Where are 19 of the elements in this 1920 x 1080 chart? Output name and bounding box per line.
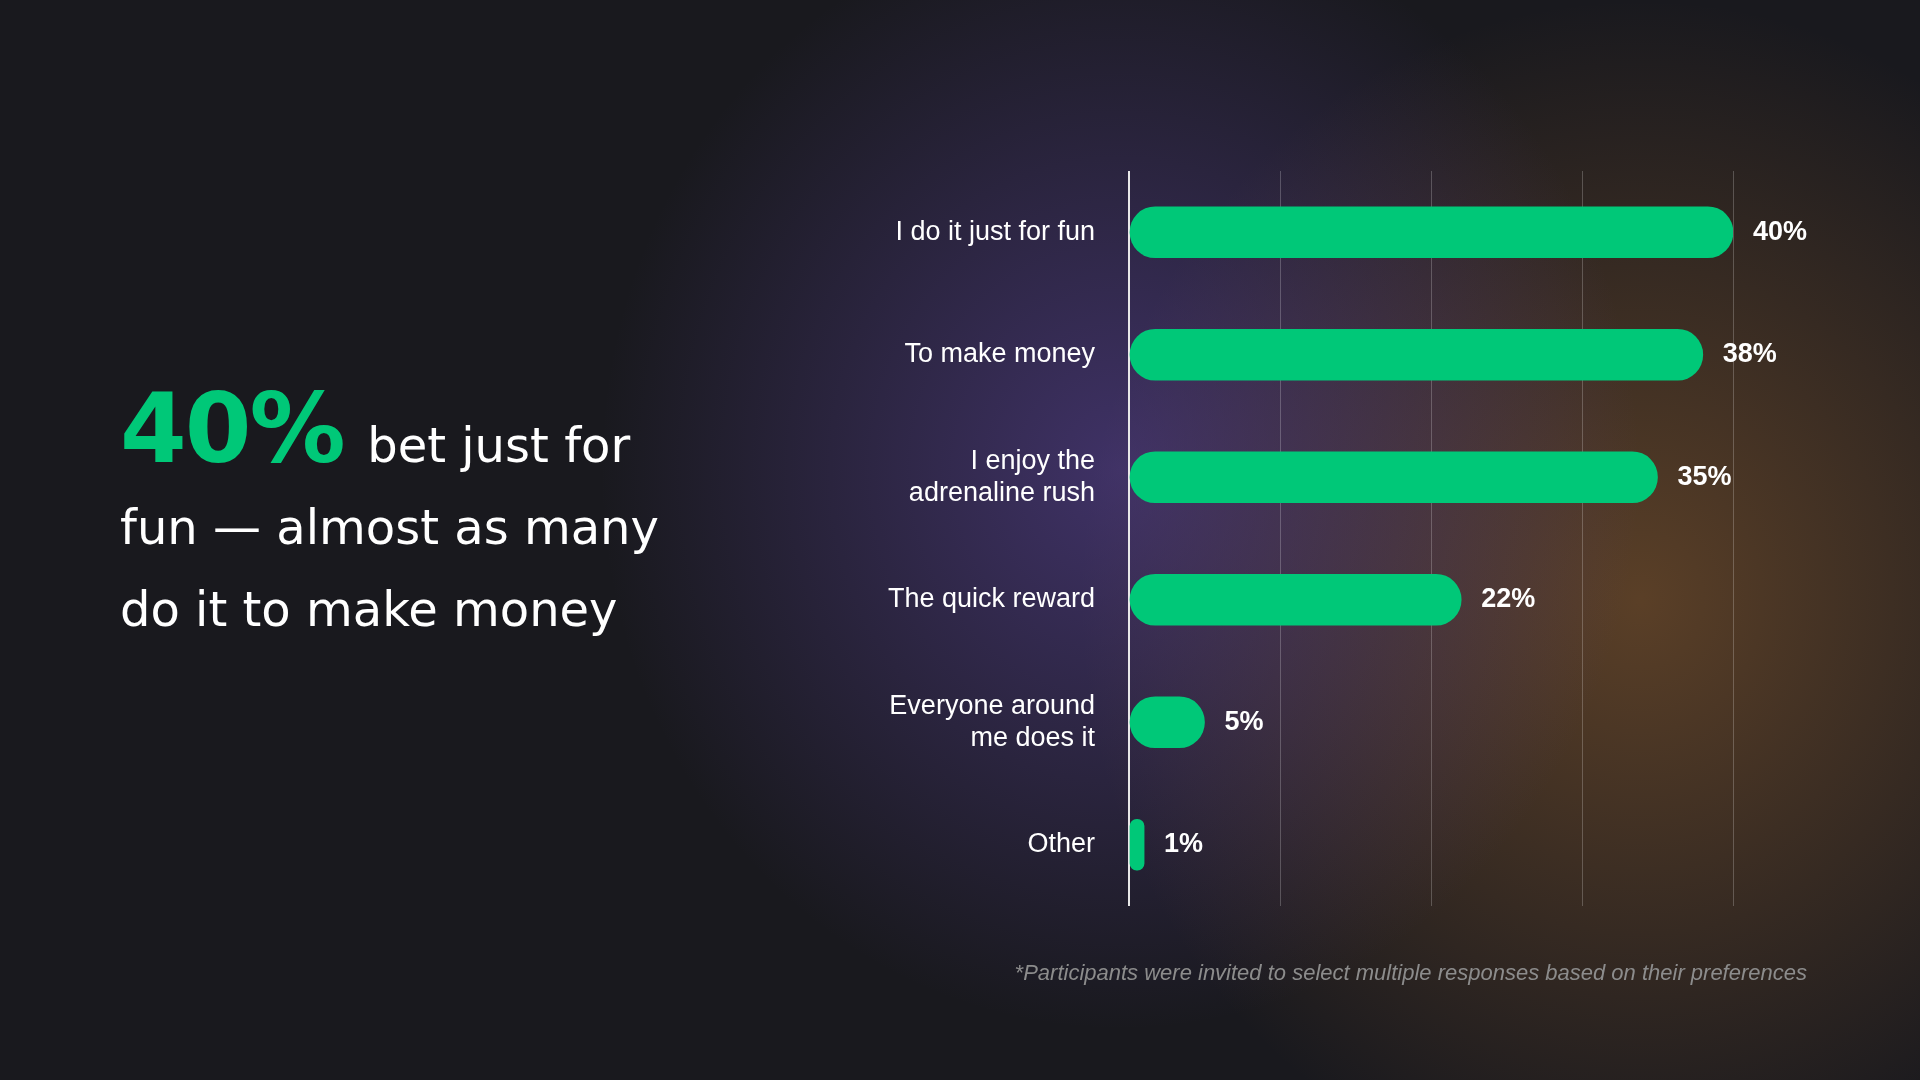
bar [1129, 206, 1733, 259]
data-label: 1% [1164, 828, 1204, 859]
bar [1129, 328, 1704, 381]
y-tick-label: The quick reward [887, 583, 1095, 614]
bar [1129, 573, 1462, 626]
bar [1129, 451, 1658, 504]
y-tick-label: To make money [904, 338, 1096, 369]
data-label: 38% [1722, 338, 1777, 369]
bar [1129, 818, 1145, 871]
text: *Participants were invited to select multiple responses based on their preferences [1014, 960, 1807, 986]
data-label: 35% [1677, 460, 1732, 491]
data-label: 5% [1224, 705, 1264, 736]
y-tick-label: Everyone around me does it [889, 689, 1096, 752]
data-label: 40% [1753, 215, 1808, 246]
y-tick-label: Other [1027, 828, 1095, 859]
y-tick-label: I do it just for fun [895, 215, 1095, 246]
text: 40% bet just for fun — almost as many do it to make money [120, 373, 659, 637]
y-tick-label: I enjoy the adrenaline rush [908, 444, 1095, 507]
data-label: 22% [1481, 583, 1536, 614]
